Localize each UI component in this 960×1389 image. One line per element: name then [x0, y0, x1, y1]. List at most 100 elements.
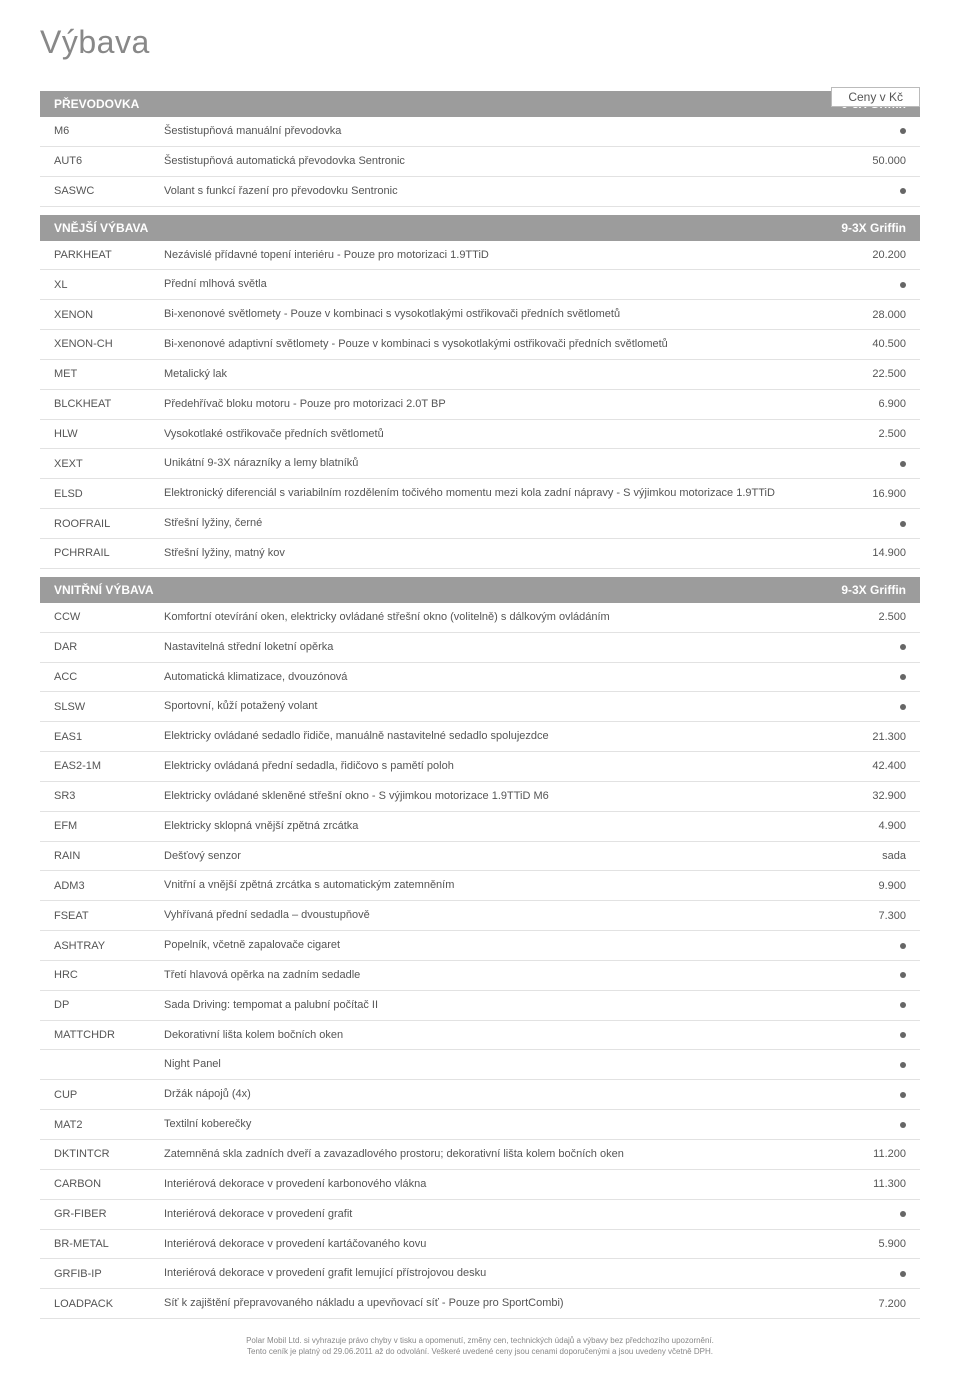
row-description: Sportovní, kůží potažený volant — [164, 699, 826, 714]
table-row: CARBONInteriérová dekorace v provedení k… — [40, 1170, 920, 1200]
included-dot-icon — [900, 1032, 906, 1038]
section-header: VNĚJŠÍ VÝBAVA9-3X Griffin — [40, 215, 920, 241]
table-row: HRCTřetí hlavová opěrka na zadním sedadl… — [40, 961, 920, 991]
row-code: XL — [54, 279, 164, 291]
row-value — [826, 701, 906, 713]
row-value — [826, 1059, 906, 1071]
included-dot-icon — [900, 1092, 906, 1098]
table-row: Night Panel — [40, 1050, 920, 1080]
row-code: ADM3 — [54, 880, 164, 892]
row-description: Dešťový senzor — [164, 849, 826, 864]
table-row: XENONBi-xenonové světlomety - Pouze v ko… — [40, 300, 920, 330]
row-value — [826, 458, 906, 470]
row-value — [826, 1029, 906, 1041]
row-code: HRC — [54, 969, 164, 981]
included-dot-icon — [900, 188, 906, 194]
table-row: DPSada Driving: tempomat a palubní počít… — [40, 991, 920, 1021]
row-code: DKTINTCR — [54, 1148, 164, 1160]
table-row: SASWCVolant s funkcí řazení pro převodov… — [40, 177, 920, 207]
row-description: Volant s funkcí řazení pro převodovku Se… — [164, 184, 826, 199]
table-row: ASHTRAYPopelník, včetně zapalovače cigar… — [40, 931, 920, 961]
row-description: Interiérová dekorace v provedení grafit — [164, 1207, 826, 1222]
row-description: Síť k zajištění přepravovaného nákladu a… — [164, 1296, 826, 1311]
row-description: Třetí hlavová opěrka na zadním sedadle — [164, 968, 826, 983]
row-code: LOADPACK — [54, 1298, 164, 1310]
table-row: SR3Elektricky ovládané skleněné střešní … — [40, 782, 920, 812]
row-description: Komfortní otevírání oken, elektricky ovl… — [164, 610, 826, 625]
table-row: FSEATVyhřívaná přední sedadla – dvoustup… — [40, 901, 920, 931]
table-row: ACCAutomatická klimatizace, dvouzónová — [40, 663, 920, 693]
row-value: 42.400 — [826, 760, 906, 772]
page-title: Výbava — [40, 24, 920, 61]
row-value: 7.200 — [826, 1298, 906, 1310]
table-row: BR-METALInteriérová dekorace v provedení… — [40, 1230, 920, 1260]
footer: Polar Mobil Ltd. si vyhrazuje právo chyb… — [40, 1335, 920, 1357]
row-code: XENON-CH — [54, 338, 164, 350]
included-dot-icon — [900, 644, 906, 650]
table-row: MATTCHDRDekorativní lišta kolem bočních … — [40, 1021, 920, 1051]
included-dot-icon — [900, 461, 906, 467]
row-value: 5.900 — [826, 1238, 906, 1250]
row-value: 9.900 — [826, 880, 906, 892]
row-value: 20.200 — [826, 249, 906, 261]
table-row: EAS2-1MElektricky ovládaná přední sedadl… — [40, 752, 920, 782]
row-description: Nastavitelná střední loketní opěrka — [164, 640, 826, 655]
row-value: 40.500 — [826, 338, 906, 350]
row-code: CCW — [54, 611, 164, 623]
row-value — [826, 1119, 906, 1131]
table-row: DARNastavitelná střední loketní opěrka — [40, 633, 920, 663]
table-row: LOADPACKSíť k zajištění přepravovaného n… — [40, 1289, 920, 1319]
row-code: DP — [54, 999, 164, 1011]
included-dot-icon — [900, 972, 906, 978]
row-description: Elektricky ovládaná přední sedadla, řidi… — [164, 759, 826, 774]
row-code: SR3 — [54, 790, 164, 802]
table-row: HLWVysokotlaké ostřikovače předních svět… — [40, 420, 920, 450]
row-description: Šestistupňová automatická převodovka Sen… — [164, 154, 826, 169]
row-value — [826, 125, 906, 137]
table-row: AUT6Šestistupňová automatická převodovka… — [40, 147, 920, 177]
section-title: VNĚJŠÍ VÝBAVA — [54, 221, 148, 235]
row-code: MATTCHDR — [54, 1029, 164, 1041]
row-value: 2.500 — [826, 428, 906, 440]
included-dot-icon — [900, 521, 906, 527]
row-description: Zatemněná skla zadních dveří a zavazadlo… — [164, 1147, 826, 1162]
row-description: Elektronický diferenciál s variabilním r… — [164, 486, 826, 501]
row-value — [826, 279, 906, 291]
row-description: Vyhřívaná přední sedadla – dvoustupňově — [164, 908, 826, 923]
row-description: Interiérová dekorace v provedení kartáčo… — [164, 1237, 826, 1252]
row-value: 7.300 — [826, 910, 906, 922]
row-description: Šestistupňová manuální převodovka — [164, 124, 826, 139]
row-code: ELSD — [54, 488, 164, 500]
section-title: VNITŘNÍ VÝBAVA — [54, 583, 154, 597]
table-row: EAS1Elektricky ovládané sedadlo řidiče, … — [40, 722, 920, 752]
row-code: ROOFRAIL — [54, 518, 164, 530]
row-description: Automatická klimatizace, dvouzónová — [164, 670, 826, 685]
row-code: CUP — [54, 1089, 164, 1101]
row-description: Unikátní 9-3X nárazníky a lemy blatníků — [164, 456, 826, 471]
table-row: XLPřední mlhová světla — [40, 270, 920, 300]
row-description: Předehřívač bloku motoru - Pouze pro mot… — [164, 397, 826, 412]
section-title: PŘEVODOVKA — [54, 97, 139, 111]
table-row: METMetalický lak22.500 — [40, 360, 920, 390]
table-row: ADM3Vnitřní a vnější zpětná zrcátka s au… — [40, 871, 920, 901]
row-value: 14.900 — [826, 547, 906, 559]
row-code: DAR — [54, 641, 164, 653]
table-row: GRFIB-IPInteriérová dekorace v provedení… — [40, 1259, 920, 1289]
row-value: 2.500 — [826, 611, 906, 623]
row-description: Držák nápojů (4x) — [164, 1087, 826, 1102]
row-code: MET — [54, 368, 164, 380]
row-value — [826, 940, 906, 952]
section-column-header: 9-3X Griffin — [841, 583, 906, 597]
included-dot-icon — [900, 1271, 906, 1277]
row-value — [826, 641, 906, 653]
row-description: Elektricky ovládané sedadlo řidiče, manu… — [164, 729, 826, 744]
included-dot-icon — [900, 704, 906, 710]
row-description: Střešní lyžiny, černé — [164, 516, 826, 531]
row-code: FSEAT — [54, 910, 164, 922]
table-row: XENON-CHBi-xenonové adaptivní světlomety… — [40, 330, 920, 360]
footer-line-2: Tento ceník je platný od 29.06.2011 až d… — [40, 1346, 920, 1357]
table-row: ROOFRAILStřešní lyžiny, černé — [40, 509, 920, 539]
sections-container: PŘEVODOVKA9-3X GriffinM6Šestistupňová ma… — [40, 91, 920, 1319]
included-dot-icon — [900, 1122, 906, 1128]
table-row: SLSWSportovní, kůží potažený volant — [40, 692, 920, 722]
